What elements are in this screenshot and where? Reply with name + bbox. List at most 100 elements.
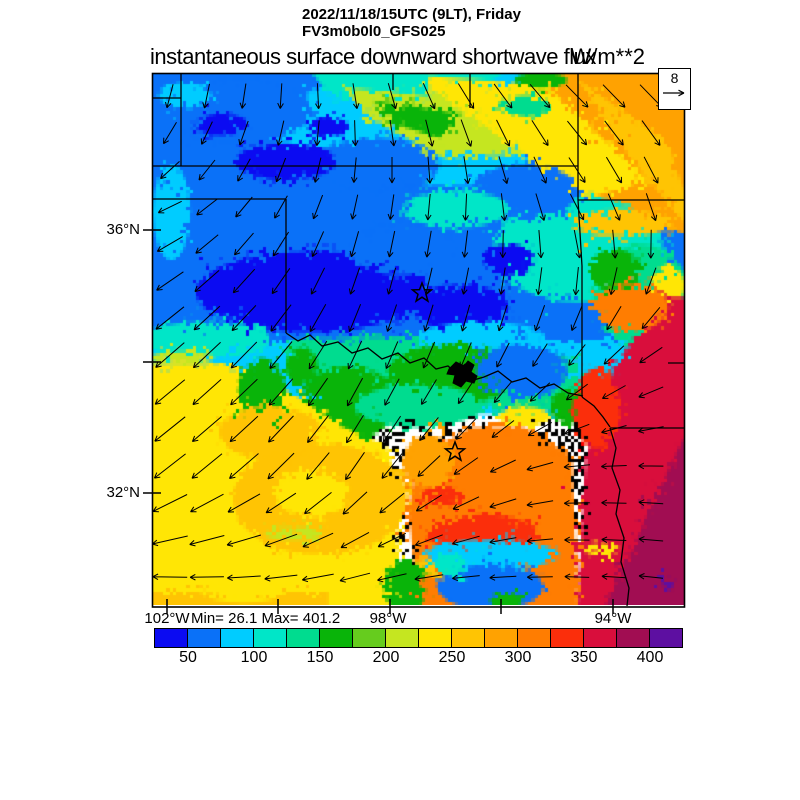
wind-arrow xyxy=(195,234,219,254)
wind-arrow xyxy=(265,492,297,514)
wind-arrow xyxy=(309,304,327,333)
wind-arrow xyxy=(379,492,405,514)
lake-texoma-shape xyxy=(446,360,478,388)
wind-arrow xyxy=(489,459,516,473)
colorbar-tick-label: 50 xyxy=(179,649,197,666)
wind-arrow xyxy=(461,267,470,295)
wind-arrow xyxy=(417,455,441,477)
colorbar-tick-label: 200 xyxy=(372,649,400,666)
wind-arrow xyxy=(601,385,626,399)
wind-arrow xyxy=(638,499,664,506)
wind-arrow xyxy=(385,304,398,332)
wind-arrow xyxy=(460,304,471,332)
wind-arrow xyxy=(489,574,517,581)
city-star-marker xyxy=(443,439,467,462)
wind-arrow xyxy=(422,82,436,110)
wind-arrow xyxy=(638,462,664,470)
wind-arrow xyxy=(601,536,627,544)
wind-arrow xyxy=(346,414,364,444)
wind-arrow xyxy=(460,119,473,147)
red-river-line xyxy=(285,332,584,397)
wind-arrow xyxy=(382,415,402,443)
wind-arrow xyxy=(572,267,580,296)
wind-arrow xyxy=(155,342,185,368)
wind-arrow xyxy=(193,305,221,331)
wind-arrow xyxy=(381,453,403,479)
wind-arrow xyxy=(602,84,626,108)
wind-arrow xyxy=(489,537,517,545)
wind-arrow xyxy=(496,119,511,147)
wind-arrow xyxy=(377,532,407,548)
wind-arrow xyxy=(157,200,182,214)
header-datetime: 2022/11/18/15UTC (9LT), Friday xyxy=(302,6,521,23)
wind-arrow xyxy=(565,383,588,401)
wind-arrow xyxy=(493,381,513,404)
lon-axis-label: 98°W xyxy=(369,610,407,627)
axis-ticks-layer xyxy=(143,229,614,614)
wind-arrow xyxy=(452,574,480,582)
colorbar-cell xyxy=(221,629,254,647)
colorbar-cell xyxy=(386,629,419,647)
colorbar-cell xyxy=(254,629,287,647)
wind-arrow xyxy=(352,83,360,109)
wind-arrow xyxy=(384,378,400,406)
wind-arrow xyxy=(152,535,188,547)
wind-arrow xyxy=(641,120,661,146)
wind-arrow xyxy=(564,536,590,544)
wind-arrow xyxy=(190,493,224,513)
wind-arrow xyxy=(189,535,225,547)
wind-arrow xyxy=(532,343,548,367)
wind-arrow xyxy=(277,83,284,109)
wind-arrow xyxy=(307,415,329,444)
colorbar-cell xyxy=(155,629,188,647)
wind-arrow xyxy=(565,84,589,108)
wind-arrow xyxy=(160,161,180,180)
wind-arrow xyxy=(526,573,553,581)
wind-arrow xyxy=(227,574,261,581)
wind-arrow xyxy=(463,156,471,184)
wind-arrow xyxy=(497,304,508,332)
wind-arrow xyxy=(638,573,664,580)
wind-arrow xyxy=(153,453,186,479)
wind-arrow xyxy=(314,120,321,146)
wind-arrow xyxy=(568,157,586,183)
colorbar-cell xyxy=(419,629,452,647)
wind-arrow xyxy=(196,198,218,216)
wind-arrow xyxy=(498,156,509,184)
colorbar-tick-label: 350 xyxy=(570,649,598,666)
colorbar-tick-label: 300 xyxy=(504,649,532,666)
wind-arrow xyxy=(163,122,177,145)
wind-arrow xyxy=(638,536,664,543)
wind-arrow xyxy=(568,344,586,366)
wind-arrow xyxy=(461,230,469,258)
wind-arrow xyxy=(426,156,433,184)
wind-arrow xyxy=(424,230,432,258)
wind-arrow xyxy=(351,157,358,183)
plot-title: instantaneous surface downward shortwave… xyxy=(150,44,596,69)
wind-arrow xyxy=(342,491,368,515)
wind-arrow xyxy=(608,267,618,296)
wind-arrow xyxy=(389,119,397,147)
wind-arrow xyxy=(269,341,293,369)
wind-arrow xyxy=(275,157,287,183)
wind-arrow xyxy=(349,231,360,258)
wind-arrow xyxy=(271,268,291,295)
wind-arrow xyxy=(315,83,322,110)
wind-arrow xyxy=(452,496,480,510)
wind-arrow xyxy=(232,268,256,294)
wind-arrow xyxy=(154,416,186,442)
wind-arrow xyxy=(229,453,259,479)
wind-arrow xyxy=(496,342,510,368)
wind-arrow xyxy=(230,341,258,369)
wind-arrow xyxy=(570,305,583,331)
wind-arrow xyxy=(192,341,221,369)
wind-arrow xyxy=(419,417,439,442)
wind-arrow xyxy=(611,229,619,259)
wind-arrow xyxy=(264,574,298,582)
wind-arrow xyxy=(534,305,546,332)
wind-arrow xyxy=(604,120,624,146)
wind-arrow xyxy=(452,535,480,546)
colorbar-cell xyxy=(188,629,221,647)
